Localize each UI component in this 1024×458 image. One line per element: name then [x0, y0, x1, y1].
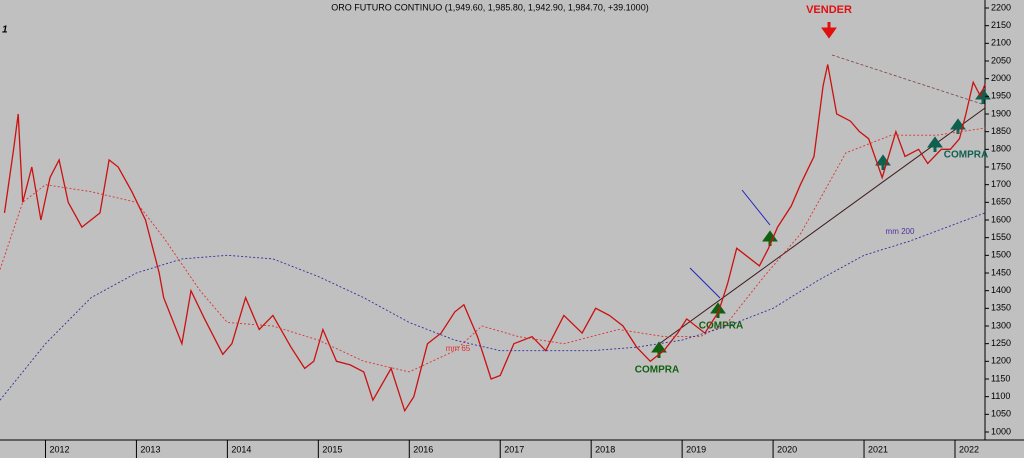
channel-line: [741, 189, 771, 226]
y-tick-label: 1850: [991, 126, 1011, 136]
x-tick-label: 2013: [140, 444, 160, 454]
x-tick-label: 2022: [959, 444, 979, 454]
annotation: VENDER: [806, 4, 852, 16]
y-tick-label: 1650: [991, 197, 1011, 207]
corner-label: 1: [2, 25, 8, 36]
x-tick-label: 2015: [322, 444, 342, 454]
annotation: mm 200: [886, 227, 915, 236]
y-tick-label: 1050: [991, 409, 1011, 419]
y-tick-label: 1300: [991, 320, 1011, 330]
x-tick-label: 2020: [777, 444, 797, 454]
y-tick-label: 1900: [991, 108, 1011, 118]
annotation: COMPRA: [635, 365, 679, 376]
channel-line: [689, 267, 721, 299]
series-line: [0, 212, 986, 401]
y-tick-label: 1000: [991, 426, 1011, 436]
x-tick-label: 2018: [595, 444, 615, 454]
resistance-line: [831, 54, 986, 106]
annotation: COMPRA: [944, 150, 988, 161]
y-tick-label: 1400: [991, 285, 1011, 295]
x-tick-label: 2012: [49, 444, 69, 454]
y-tick-label: 1450: [991, 267, 1011, 277]
y-tick-label: 1700: [991, 179, 1011, 189]
y-tick-label: 1350: [991, 303, 1011, 313]
series-line: [0, 127, 986, 373]
x-tick-label: 2019: [686, 444, 706, 454]
y-tick-label: 2050: [991, 55, 1011, 65]
y-tick-label: 1800: [991, 144, 1011, 154]
x-tick-label: 2014: [231, 444, 251, 454]
x-tick-label: 2021: [868, 444, 888, 454]
y-tick-label: 2200: [991, 2, 1011, 12]
chart-title: ORO FUTURO CONTINUO (1,949.60, 1,985.80,…: [331, 2, 648, 12]
series-line: [3, 64, 986, 413]
y-tick-label: 1950: [991, 91, 1011, 101]
annotation: COMPRA: [699, 321, 743, 332]
y-tick-label: 1250: [991, 338, 1011, 348]
y-tick-label: 1100: [991, 391, 1010, 401]
y-tick-label: 2100: [991, 38, 1011, 48]
y-tick-label: 2150: [991, 20, 1011, 30]
y-tick-label: 1200: [991, 356, 1011, 366]
y-tick-label: 2000: [991, 73, 1011, 83]
y-tick-label: 1550: [991, 232, 1011, 242]
annotation: mm 65: [446, 344, 471, 353]
x-tick-label: 2017: [504, 444, 524, 454]
y-tick-label: 1500: [991, 250, 1011, 260]
y-tick-label: 1750: [991, 161, 1011, 171]
x-tick-label: 2016: [413, 444, 433, 454]
y-tick-label: 1150: [991, 373, 1010, 383]
y-tick-label: 1600: [991, 214, 1011, 224]
